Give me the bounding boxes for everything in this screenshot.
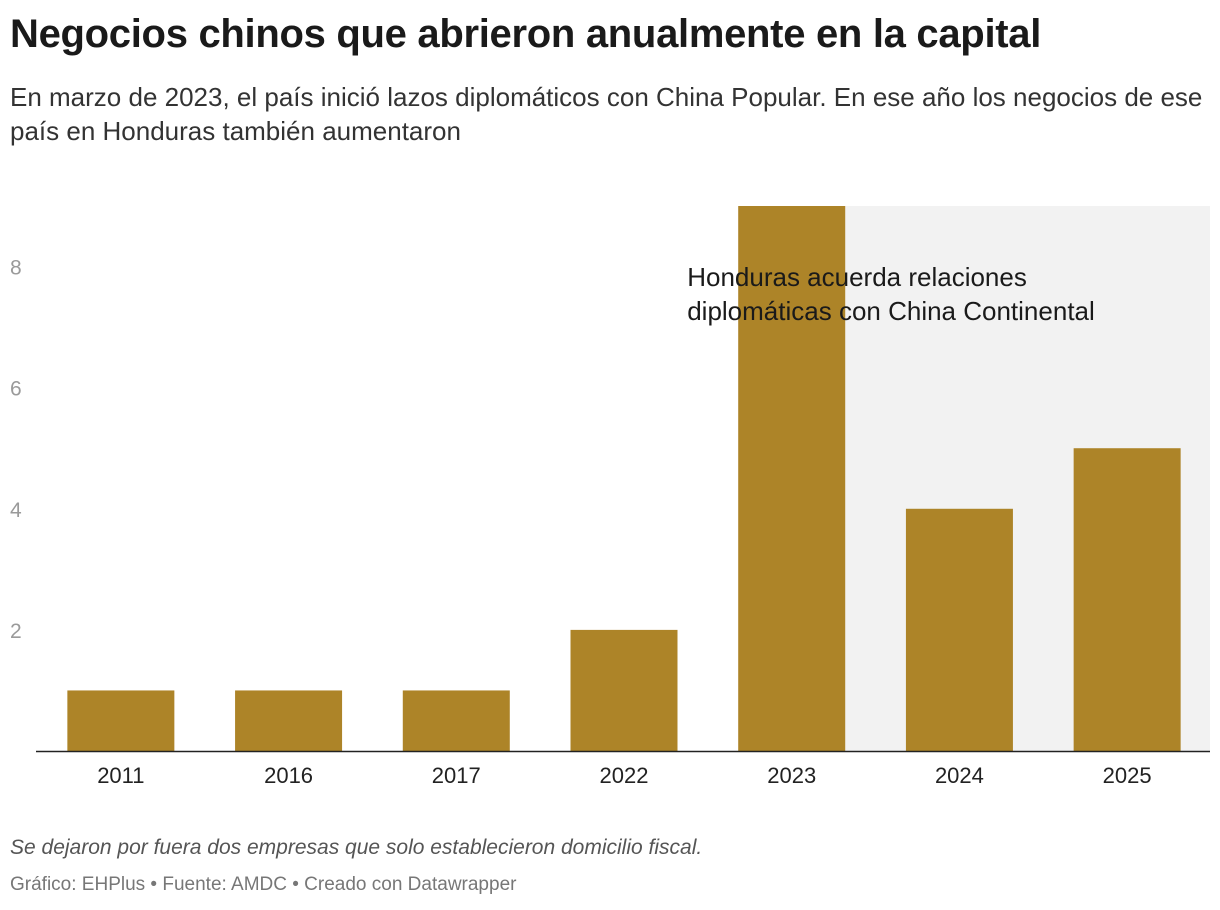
annotation-line: diplomáticas con China Continental <box>687 296 1095 326</box>
bar-2017 <box>402 690 510 751</box>
bar-2022 <box>570 629 678 751</box>
chart-credits: Gráfico: EHPlus • Fuente: AMDC • Creado … <box>10 874 517 895</box>
x-tick-label: 2022 <box>600 763 649 788</box>
chart-title: Negocios chinos que abrieron anualmente … <box>10 12 1042 56</box>
bar-2011 <box>67 690 175 751</box>
x-tick-label: 2011 <box>97 763 144 788</box>
y-tick-label: 2 <box>10 620 22 643</box>
bar-2016 <box>235 690 343 751</box>
annotation-line: Honduras acuerda relaciones <box>687 262 1027 292</box>
x-tick-label: 2025 <box>1103 763 1152 788</box>
x-tick-label: 2023 <box>767 763 816 788</box>
y-tick-label: 8 <box>10 257 22 280</box>
x-tick-label: 2024 <box>935 763 984 788</box>
y-tick-label: 6 <box>10 378 22 401</box>
y-tick-label: 4 <box>10 499 22 522</box>
bar-2025 <box>1073 448 1181 751</box>
bar-chart: 2 4 6 8 Honduras acuerda relaciones diplomát… <box>10 206 1210 788</box>
bar-2024 <box>905 508 1013 751</box>
x-tick-label: 2016 <box>264 763 313 788</box>
chart-note: Se dejaron por fuera dos empresas que so… <box>10 836 703 859</box>
x-tick-label: 2017 <box>432 763 481 788</box>
chart-subtitle: En marzo de 2023, el país inició lazos d… <box>10 82 1203 146</box>
bar-2023 <box>738 206 846 751</box>
